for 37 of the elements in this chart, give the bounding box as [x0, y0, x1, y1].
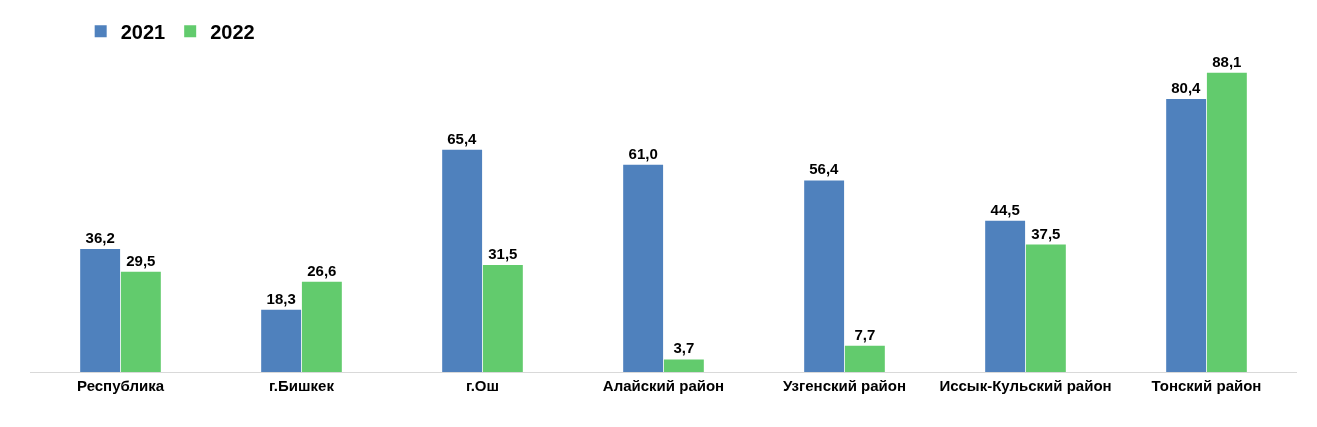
x-tick-label: Иссык-Кульский район — [939, 377, 1112, 394]
data-label: 88,1 — [1212, 52, 1242, 70]
x-tick-label: г.Бишкек — [269, 377, 335, 394]
data-label: 26,6 — [307, 261, 337, 279]
data-label: 36,2 — [85, 229, 115, 247]
legend-label: 2021 — [120, 21, 166, 43]
bar — [261, 309, 302, 372]
bar — [120, 271, 161, 372]
data-label: 56,4 — [809, 160, 840, 178]
data-label: 3,7 — [673, 339, 695, 357]
data-label: 65,4 — [447, 129, 478, 147]
bar — [623, 164, 664, 372]
data-label: 7,7 — [854, 325, 876, 343]
bar — [301, 281, 342, 372]
data-label: 37,5 — [1031, 224, 1061, 242]
x-tick-label: Алайский район — [602, 377, 725, 394]
data-label: 29,5 — [126, 251, 156, 269]
x-tick-label: г.Ош — [465, 377, 500, 394]
data-label: 31,5 — [488, 245, 518, 262]
bar — [663, 359, 704, 372]
x-tick-label: Республика — [76, 377, 165, 394]
data-label: 80,4 — [1171, 78, 1202, 96]
bar — [1206, 72, 1247, 372]
bar — [442, 149, 483, 372]
bar — [1166, 98, 1207, 372]
bar — [804, 180, 845, 372]
bar — [1025, 244, 1066, 372]
data-label: 61,0 — [628, 144, 658, 162]
x-tick-label: Тонский район — [1151, 377, 1262, 394]
data-label: 18,3 — [266, 289, 296, 307]
data-label: 44,5 — [990, 200, 1020, 218]
bar — [80, 249, 121, 372]
x-tick-label: Узгенский район — [782, 377, 907, 394]
bar — [985, 220, 1026, 372]
bar — [844, 345, 885, 372]
legend-label: 2022 — [210, 21, 255, 43]
bar — [482, 265, 523, 372]
